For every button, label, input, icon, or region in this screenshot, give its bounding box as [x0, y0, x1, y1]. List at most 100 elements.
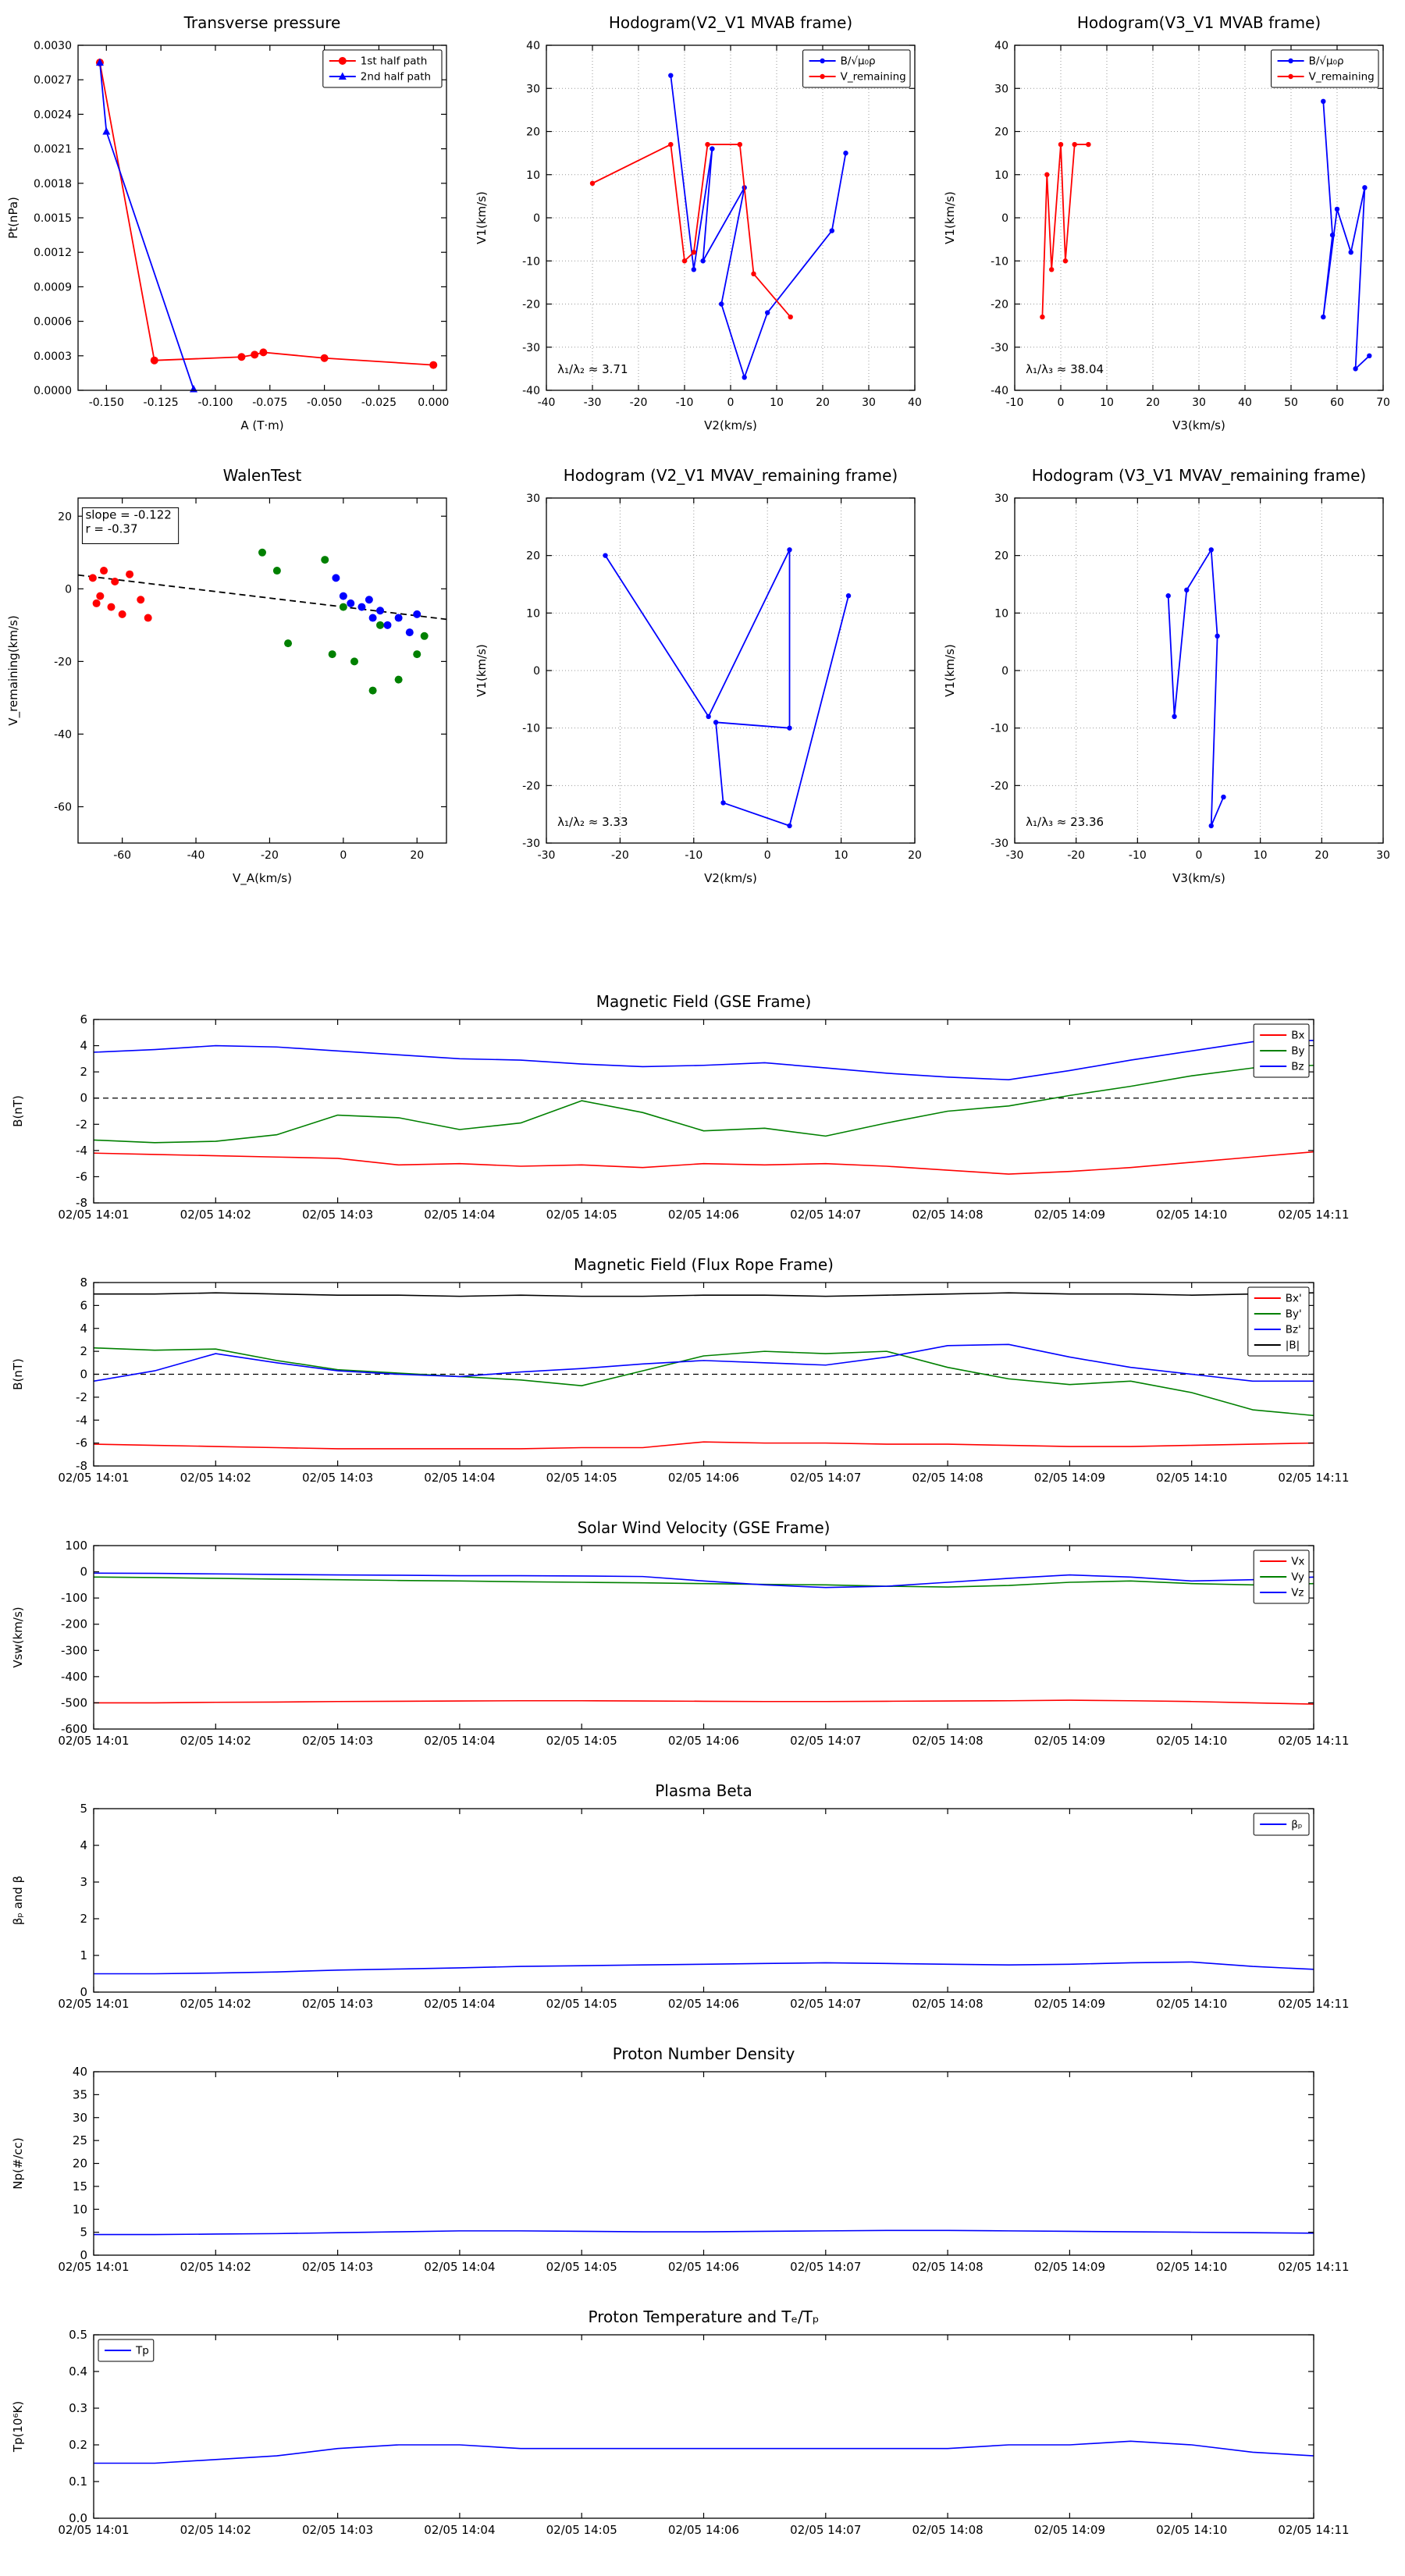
- svg-text:35: 35: [73, 2087, 87, 2101]
- svg-text:60: 60: [1330, 397, 1344, 409]
- svg-text:-10: -10: [1006, 397, 1024, 409]
- svg-text:30: 30: [526, 83, 540, 95]
- svg-text:02/05 14:07: 02/05 14:07: [790, 1208, 861, 1222]
- svg-text:02/05 14:10: 02/05 14:10: [1156, 1471, 1227, 1485]
- svg-text:-30: -30: [522, 838, 540, 850]
- svg-text:By': By': [1286, 1308, 1302, 1321]
- svg-text:20: 20: [410, 849, 424, 862]
- svg-text:-60: -60: [54, 801, 72, 813]
- svg-text:02/05 14:08: 02/05 14:08: [912, 1208, 983, 1222]
- svg-text:10: 10: [834, 849, 848, 862]
- svg-text:02/05 14:02: 02/05 14:02: [180, 1734, 251, 1748]
- svg-text:0: 0: [65, 583, 72, 596]
- svg-text:2: 2: [80, 1344, 87, 1358]
- svg-text:40: 40: [526, 40, 540, 52]
- svg-text:0.0009: 0.0009: [34, 281, 72, 294]
- svg-text:-10: -10: [685, 849, 702, 862]
- svg-text:A (T·m): A (T·m): [240, 418, 283, 432]
- svg-text:0: 0: [80, 1565, 87, 1579]
- svg-text:02/05 14:01: 02/05 14:01: [58, 1734, 129, 1748]
- svg-text:02/05 14:10: 02/05 14:10: [1156, 1208, 1227, 1222]
- svg-text:40: 40: [908, 397, 922, 409]
- svg-text:-20: -20: [611, 849, 629, 862]
- svg-text:-2: -2: [76, 1390, 87, 1404]
- svg-text:02/05 14:04: 02/05 14:04: [424, 2523, 495, 2537]
- svg-text:-10: -10: [991, 723, 1008, 735]
- svg-text:V_A(km/s): V_A(km/s): [233, 871, 292, 886]
- svg-text:20: 20: [908, 849, 922, 862]
- svg-text:30: 30: [526, 493, 540, 505]
- svg-text:-30: -30: [538, 849, 556, 862]
- svg-text:Pt(nPa): Pt(nPa): [6, 197, 20, 239]
- proton-temperature-canvas: 02/05 14:01 02/05 14:02 02/05 14:03 02/05 1…: [11, 2307, 1350, 2537]
- svg-text:02/05 14:08: 02/05 14:08: [912, 2523, 983, 2537]
- svg-text:02/05 14:01: 02/05 14:01: [58, 1471, 129, 1485]
- svg-text:02/05 14:02: 02/05 14:02: [180, 1208, 251, 1222]
- svg-text:-20: -20: [522, 780, 540, 792]
- svg-text:10: 10: [1100, 397, 1114, 409]
- svg-text:-20: -20: [991, 780, 1008, 792]
- svg-text:-6: -6: [76, 1436, 87, 1450]
- svg-text:2nd half path: 2nd half path: [361, 71, 431, 84]
- svg-text:-30: -30: [991, 342, 1008, 354]
- svg-text:30: 30: [1192, 397, 1206, 409]
- svg-text:20: 20: [1146, 397, 1160, 409]
- svg-text:02/05 14:09: 02/05 14:09: [1034, 1208, 1105, 1222]
- svg-text:V3(km/s): V3(km/s): [1172, 871, 1225, 885]
- svg-text:-10: -10: [522, 723, 540, 735]
- svg-text:02/05 14:09: 02/05 14:09: [1034, 2260, 1105, 2274]
- svg-text:0.0018: 0.0018: [34, 178, 72, 190]
- svg-text:02/05 14:07: 02/05 14:07: [790, 2523, 861, 2537]
- svg-text:-0.150: -0.150: [89, 397, 124, 409]
- svg-text:02/05 14:06: 02/05 14:06: [668, 1734, 739, 1748]
- svg-text:Bz: Bz: [1291, 1061, 1304, 1073]
- svg-text:λ₁/λ₂ ≈ 3.71: λ₁/λ₂ ≈ 3.71: [557, 362, 628, 376]
- svg-text:0.0003: 0.0003: [34, 350, 72, 363]
- svg-text:-200: -200: [61, 1617, 87, 1631]
- svg-text:02/05 14:05: 02/05 14:05: [546, 1997, 617, 2011]
- svg-text:-0.125: -0.125: [144, 397, 179, 409]
- svg-text:25: 25: [73, 2133, 87, 2147]
- svg-text:100: 100: [65, 1539, 87, 1553]
- hodogram-v2v1-mvab-canvas: -40 -30 -20 -10 0 10 20 30 40 -40 -30 -20 -10 0 10 20 30…: [475, 13, 922, 432]
- svg-text:0: 0: [80, 1368, 87, 1382]
- svg-text:-100: -100: [61, 1591, 87, 1605]
- svg-text:0.1: 0.1: [69, 2475, 87, 2489]
- svg-text:02/05 14:06: 02/05 14:06: [668, 2523, 739, 2537]
- chart-walen-test: -60 -40 -20 0 20 -60 -40 -20 0 20 WalenTest V_A(km/…: [0, 457, 468, 910]
- svg-text:15: 15: [73, 2179, 87, 2194]
- svg-text:30: 30: [73, 2111, 87, 2125]
- chart-magnetic-field-gse: 02/05 14:01 02/05 14:02 02/05 14:03 02/05 1…: [0, 988, 1405, 1251]
- svg-text:V1(km/s): V1(km/s): [475, 644, 489, 697]
- svg-text:30: 30: [862, 397, 876, 409]
- svg-text:-20: -20: [54, 656, 72, 668]
- svg-text:0.0006: 0.0006: [34, 316, 72, 329]
- svg-text:02/05 14:10: 02/05 14:10: [1156, 1997, 1227, 2011]
- svg-text:10: 10: [994, 607, 1008, 620]
- svg-text:02/05 14:03: 02/05 14:03: [302, 1997, 373, 2011]
- svg-text:0: 0: [533, 212, 540, 225]
- chart-proton-number-density: 02/05 14:01 02/05 14:02 02/05 14:03 02/05 1…: [0, 2041, 1405, 2304]
- svg-text:Tp: Tp: [135, 2345, 149, 2357]
- svg-text:0: 0: [340, 849, 347, 862]
- svg-text:-8: -8: [76, 1459, 87, 1473]
- svg-text:Bx: Bx: [1291, 1030, 1304, 1042]
- svg-text:-10: -10: [522, 255, 540, 268]
- svg-text:-0.025: -0.025: [361, 397, 397, 409]
- svg-text:02/05 14:02: 02/05 14:02: [180, 1997, 251, 2011]
- svg-text:1: 1: [80, 1948, 87, 1962]
- svg-text:-30: -30: [522, 342, 540, 354]
- svg-text:-0.100: -0.100: [197, 397, 233, 409]
- svg-text:-20: -20: [522, 299, 540, 311]
- walen-test-canvas: -60 -40 -20 0 20 -60 -40 -20 0 20 WalenTest V_A(km/…: [6, 466, 447, 886]
- svg-text:0: 0: [764, 849, 771, 862]
- svg-text:0: 0: [80, 1985, 87, 1999]
- chart-magnetic-field-flux-rope: 02/05 14:01 02/05 14:02 02/05 14:03 02/05 1…: [0, 1251, 1405, 1514]
- svg-text:-20: -20: [630, 397, 648, 409]
- chart-hodogram-v2v1-mvab: -40 -30 -20 -10 0 10 20 30 40 -40 -30 -20 -10 0 10 20 30…: [468, 5, 937, 457]
- svg-text:02/05 14:04: 02/05 14:04: [424, 1997, 495, 2011]
- svg-text:-4: -4: [76, 1413, 87, 1427]
- svg-text:V2(km/s): V2(km/s): [704, 418, 757, 432]
- svg-text:02/05 14:02: 02/05 14:02: [180, 1471, 251, 1485]
- svg-text:1st half path: 1st half path: [361, 55, 428, 68]
